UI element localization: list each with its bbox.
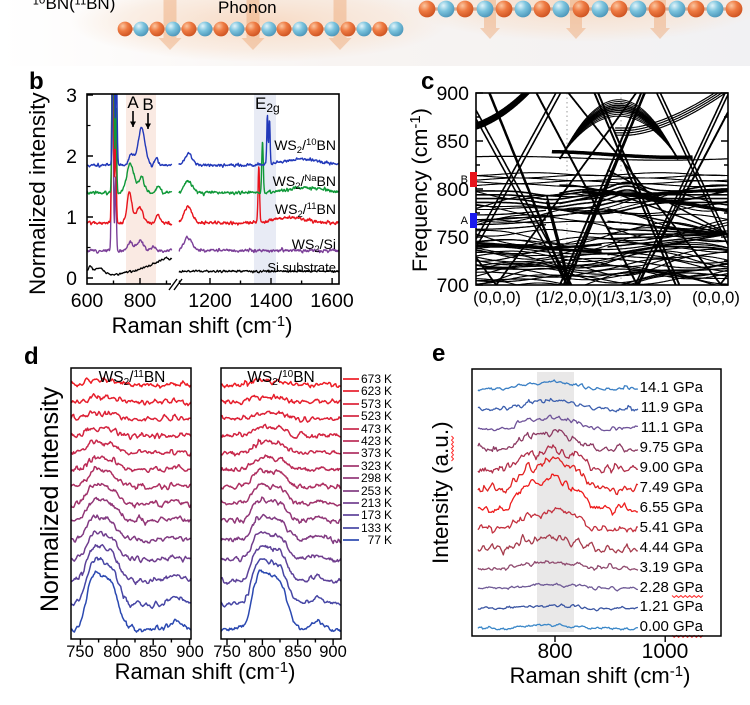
svg-text:11.9 GPa: 11.9 GPa xyxy=(641,399,704,416)
svg-text:523: 523 xyxy=(361,409,381,423)
svg-text:253: 253 xyxy=(361,484,381,498)
svg-text:K: K xyxy=(384,484,392,498)
svg-text:800: 800 xyxy=(103,643,131,661)
svg-text:600: 600 xyxy=(71,290,104,312)
svg-text:750: 750 xyxy=(213,643,241,661)
svg-text:800: 800 xyxy=(436,179,469,201)
svg-text:B: B xyxy=(461,174,468,186)
svg-text:1000: 1000 xyxy=(642,640,689,663)
svg-text:173: 173 xyxy=(361,508,381,522)
svg-text:850: 850 xyxy=(436,131,469,153)
svg-text:K: K xyxy=(384,496,392,510)
svg-text:1600: 1600 xyxy=(310,290,354,312)
svg-text:850: 850 xyxy=(139,643,167,661)
svg-text:800: 800 xyxy=(248,643,276,661)
svg-text:Phonon: Phonon xyxy=(218,0,277,17)
svg-text:A: A xyxy=(461,215,469,227)
svg-text:1: 1 xyxy=(66,207,77,229)
svg-text:900: 900 xyxy=(319,643,347,661)
svg-text:573: 573 xyxy=(361,397,381,411)
svg-text:1400: 1400 xyxy=(249,290,293,312)
svg-text:B: B xyxy=(142,95,153,114)
svg-text:750: 750 xyxy=(66,643,94,661)
svg-text:Normalized intensity: Normalized intensity xyxy=(36,386,64,612)
svg-text:3.19 GPa: 3.19 GPa xyxy=(640,559,704,576)
svg-text:WS2/Si: WS2/Si xyxy=(292,236,336,255)
svg-text:Frequency (cm-1): Frequency (cm-1) xyxy=(407,108,432,272)
svg-text:Si substrate: Si substrate xyxy=(267,260,336,275)
svg-text:700: 700 xyxy=(436,275,469,297)
svg-text:800: 800 xyxy=(124,290,157,312)
svg-text:(0,0,0): (0,0,0) xyxy=(473,289,521,307)
svg-text:77: 77 xyxy=(368,533,382,547)
svg-text:9.75 GPa: 9.75 GPa xyxy=(640,439,704,456)
svg-text:0: 0 xyxy=(66,268,77,290)
svg-text:K: K xyxy=(384,446,392,460)
svg-text:14.1 GPa: 14.1 GPa xyxy=(640,379,704,396)
svg-text:(1/2,0,0): (1/2,0,0) xyxy=(535,289,596,307)
svg-text:6.55 GPa: 6.55 GPa xyxy=(640,499,704,516)
svg-text:1.21 GPa: 1.21 GPa xyxy=(640,598,704,615)
svg-text:Raman shift (cm-1): Raman shift (cm-1) xyxy=(115,659,296,684)
svg-text:0.00 GPa: 0.00 GPa xyxy=(640,618,704,635)
svg-text:c: c xyxy=(421,68,434,95)
svg-text:850: 850 xyxy=(284,643,312,661)
svg-text:d: d xyxy=(24,343,39,370)
svg-text:K: K xyxy=(384,409,392,423)
svg-text:(0,0,0): (0,0,0) xyxy=(692,289,740,307)
svg-text:1200: 1200 xyxy=(188,290,232,312)
svg-text:Raman shift (cm-1): Raman shift (cm-1) xyxy=(112,313,293,338)
svg-text:¹⁰BN(¹¹BN): ¹⁰BN(¹¹BN) xyxy=(33,0,115,13)
svg-text:750: 750 xyxy=(436,227,469,249)
svg-text:K: K xyxy=(384,508,392,522)
svg-text:K: K xyxy=(384,471,392,485)
svg-text:900: 900 xyxy=(436,83,469,105)
svg-text:b: b xyxy=(29,68,44,95)
svg-text:133: 133 xyxy=(361,521,381,535)
svg-text:4.44 GPa: 4.44 GPa xyxy=(640,539,704,556)
svg-text:A: A xyxy=(127,93,139,112)
svg-text:WS2/11BN: WS2/11BN xyxy=(275,201,336,220)
svg-text:3: 3 xyxy=(66,85,77,107)
svg-text:K: K xyxy=(384,533,392,547)
svg-text:WS2/10BN: WS2/10BN xyxy=(247,369,315,388)
svg-text:WS2/10BN: WS2/10BN xyxy=(274,137,336,156)
svg-text:K: K xyxy=(384,384,392,398)
svg-text:K: K xyxy=(384,397,392,411)
svg-text:K: K xyxy=(384,372,392,386)
svg-text:K: K xyxy=(384,459,392,473)
svg-text:423: 423 xyxy=(361,434,381,448)
svg-text:11.1 GPa: 11.1 GPa xyxy=(641,419,704,436)
svg-text:2.28 GPa: 2.28 GPa xyxy=(640,579,704,596)
svg-text:WS2/NaBN: WS2/NaBN xyxy=(273,173,336,192)
svg-text:298: 298 xyxy=(361,471,381,485)
svg-text:213: 213 xyxy=(361,496,381,510)
svg-text:9.00 GPa: 9.00 GPa xyxy=(640,459,704,476)
svg-text:K: K xyxy=(384,521,392,535)
svg-text:e: e xyxy=(432,340,445,367)
svg-text:373: 373 xyxy=(361,446,381,460)
svg-text:(1/3,1/3,0): (1/3,1/3,0) xyxy=(596,289,671,307)
svg-text:5.41 GPa: 5.41 GPa xyxy=(640,519,704,536)
svg-text:2: 2 xyxy=(66,146,77,168)
svg-text:473: 473 xyxy=(361,422,381,436)
svg-text:7.49 GPa: 7.49 GPa xyxy=(640,479,704,496)
svg-text:Intensity (a.u.): Intensity (a.u.) xyxy=(428,421,453,564)
svg-text:323: 323 xyxy=(361,459,381,473)
svg-text:900: 900 xyxy=(176,643,204,661)
svg-text:Raman shift (cm-1): Raman shift (cm-1) xyxy=(510,663,691,688)
svg-text:K: K xyxy=(384,434,392,448)
svg-text:K: K xyxy=(384,422,392,436)
svg-text:673: 673 xyxy=(361,372,381,386)
svg-text:Normalized intensity: Normalized intensity xyxy=(25,92,50,295)
svg-text:800: 800 xyxy=(537,640,572,663)
svg-text:WS2/11BN: WS2/11BN xyxy=(99,369,166,388)
svg-text:623: 623 xyxy=(361,384,381,398)
